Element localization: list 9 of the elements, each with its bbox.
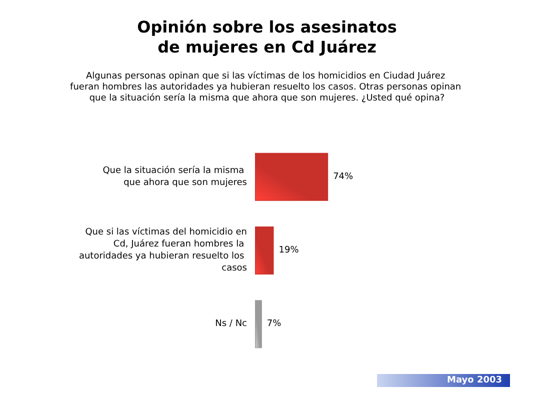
data-label: 19% (278, 246, 300, 256)
data-label: 74% (333, 172, 354, 182)
y-tick-label: Que si las víctimas del homicidio en Cd, Juárez fueran hombres la autoridades ya hubieran resuelto los casos (78, 226, 248, 274)
chart-title: Opinión sobre los asesinatos de mujeres en Cd Juárez (137, 18, 397, 56)
text: Mayo 2003 (447, 376, 502, 386)
chart-subtitle: Algunas personas opinan que si las víctimas de los homicidios en Ciudad Juárez fueran hombres las autoridades ya hubieran resuelto los casos. Otras personas opinan que la situación sería la misma que ahora que son mujeres. ¿Usted qué opina? (70, 70, 464, 104)
y-tick-label: Ns / Nc (215, 319, 248, 330)
y-tick-label: Que la situación sería la misma que ahora que son mujeres (102, 164, 248, 188)
data-label: 7% (266, 319, 282, 330)
